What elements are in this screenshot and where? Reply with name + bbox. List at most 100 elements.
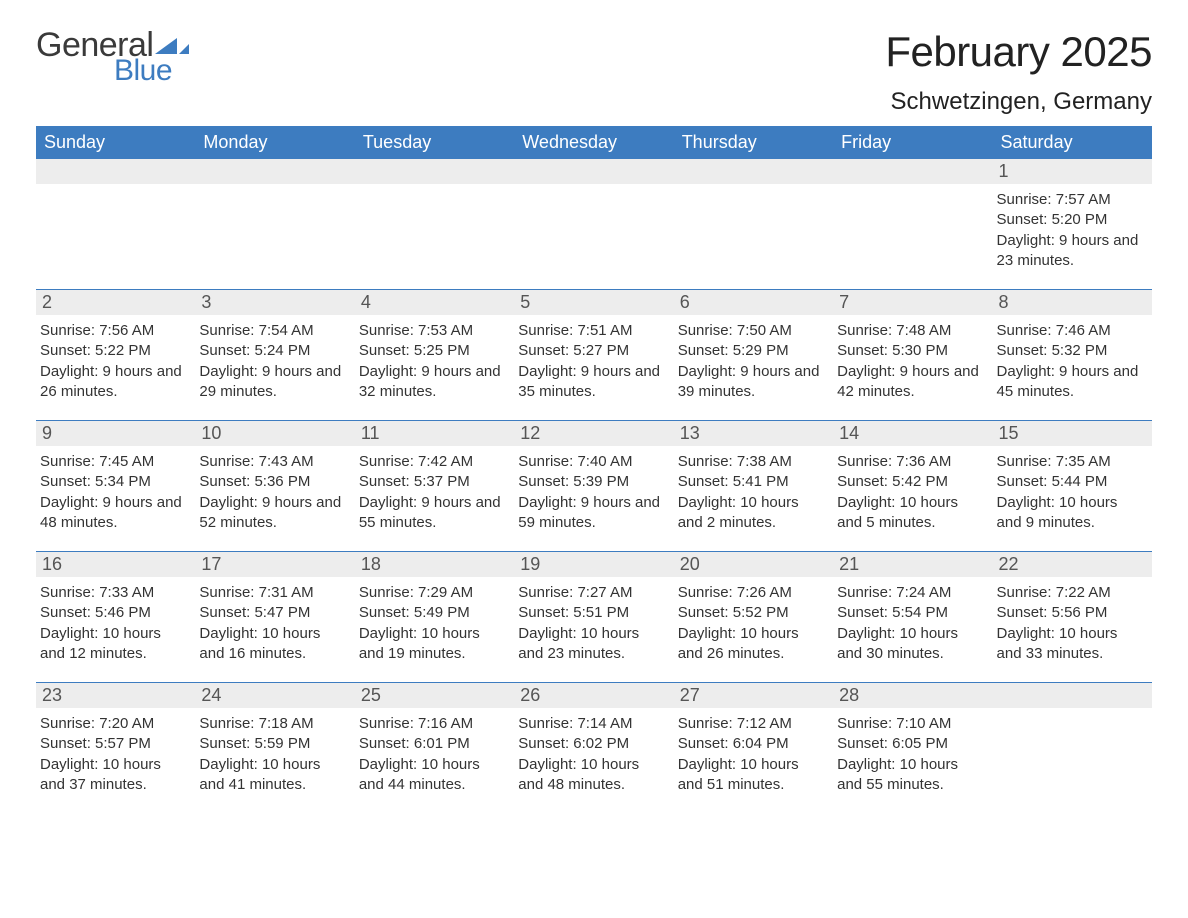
day-number: 19 — [514, 552, 673, 577]
calendar-cell: 28Sunrise: 7:10 AMSunset: 6:05 PMDayligh… — [833, 683, 992, 799]
day-number: 18 — [355, 552, 514, 577]
day-number: 13 — [674, 421, 833, 446]
week-row: 1Sunrise: 7:57 AMSunset: 5:20 PMDaylight… — [36, 159, 1152, 275]
sunset-text: Sunset: 5:51 PM — [518, 603, 667, 623]
day-number: 7 — [833, 290, 992, 315]
day-body: Sunrise: 7:27 AMSunset: 5:51 PMDaylight:… — [514, 577, 673, 668]
sunrise-text: Sunrise: 7:45 AM — [40, 452, 189, 472]
sunrise-text: Sunrise: 7:56 AM — [40, 321, 189, 341]
sunset-text: Sunset: 5:47 PM — [199, 603, 348, 623]
day-body: Sunrise: 7:20 AMSunset: 5:57 PMDaylight:… — [36, 708, 195, 799]
day-body — [355, 184, 514, 194]
sunrise-text: Sunrise: 7:12 AM — [678, 714, 827, 734]
day-body: Sunrise: 7:46 AMSunset: 5:32 PMDaylight:… — [993, 315, 1152, 406]
sunset-text: Sunset: 6:05 PM — [837, 734, 986, 754]
day-number: 4 — [355, 290, 514, 315]
weeks-container: 1Sunrise: 7:57 AMSunset: 5:20 PMDaylight… — [36, 159, 1152, 799]
sunset-text: Sunset: 6:01 PM — [359, 734, 508, 754]
calendar-cell: 24Sunrise: 7:18 AMSunset: 5:59 PMDayligh… — [195, 683, 354, 799]
daylight-text: Daylight: 10 hours and 9 minutes. — [997, 493, 1146, 534]
sunrise-text: Sunrise: 7:26 AM — [678, 583, 827, 603]
day-body: Sunrise: 7:42 AMSunset: 5:37 PMDaylight:… — [355, 446, 514, 537]
day-body: Sunrise: 7:14 AMSunset: 6:02 PMDaylight:… — [514, 708, 673, 799]
sunrise-text: Sunrise: 7:20 AM — [40, 714, 189, 734]
day-body: Sunrise: 7:45 AMSunset: 5:34 PMDaylight:… — [36, 446, 195, 537]
sunrise-text: Sunrise: 7:48 AM — [837, 321, 986, 341]
day-body: Sunrise: 7:31 AMSunset: 5:47 PMDaylight:… — [195, 577, 354, 668]
day-number: 27 — [674, 683, 833, 708]
calendar-cell: 26Sunrise: 7:14 AMSunset: 6:02 PMDayligh… — [514, 683, 673, 799]
week-row: 23Sunrise: 7:20 AMSunset: 5:57 PMDayligh… — [36, 682, 1152, 799]
weekday-header: Wednesday — [514, 126, 673, 159]
day-body: Sunrise: 7:33 AMSunset: 5:46 PMDaylight:… — [36, 577, 195, 668]
sunset-text: Sunset: 5:57 PM — [40, 734, 189, 754]
sunrise-text: Sunrise: 7:53 AM — [359, 321, 508, 341]
day-body: Sunrise: 7:22 AMSunset: 5:56 PMDaylight:… — [993, 577, 1152, 668]
sunset-text: Sunset: 5:20 PM — [997, 210, 1146, 230]
sunrise-text: Sunrise: 7:38 AM — [678, 452, 827, 472]
day-body: Sunrise: 7:43 AMSunset: 5:36 PMDaylight:… — [195, 446, 354, 537]
day-number: 22 — [993, 552, 1152, 577]
sunset-text: Sunset: 5:44 PM — [997, 472, 1146, 492]
daylight-text: Daylight: 9 hours and 23 minutes. — [997, 231, 1146, 272]
calendar-cell — [514, 159, 673, 275]
day-number: 25 — [355, 683, 514, 708]
day-number: 8 — [993, 290, 1152, 315]
day-body: Sunrise: 7:36 AMSunset: 5:42 PMDaylight:… — [833, 446, 992, 537]
daylight-text: Daylight: 10 hours and 30 minutes. — [837, 624, 986, 665]
calendar-cell: 3Sunrise: 7:54 AMSunset: 5:24 PMDaylight… — [195, 290, 354, 406]
sunrise-text: Sunrise: 7:40 AM — [518, 452, 667, 472]
sunrise-text: Sunrise: 7:43 AM — [199, 452, 348, 472]
day-number: 6 — [674, 290, 833, 315]
daylight-text: Daylight: 9 hours and 52 minutes. — [199, 493, 348, 534]
day-number: 17 — [195, 552, 354, 577]
calendar-cell: 13 Sunrise: 7:38 AMSunset: 5:41 PMDayligh… — [674, 421, 833, 537]
calendar-cell: 17Sunrise: 7:31 AMSunset: 5:47 PMDayligh… — [195, 552, 354, 668]
daylight-text: Daylight: 10 hours and 44 minutes. — [359, 755, 508, 796]
day-number — [36, 159, 195, 184]
day-body: Sunrise: 7:40 AMSunset: 5:39 PMDaylight:… — [514, 446, 673, 537]
sunrise-text: Sunrise: 7:10 AM — [837, 714, 986, 734]
day-number: 28 — [833, 683, 992, 708]
daylight-text: Daylight: 10 hours and 12 minutes. — [40, 624, 189, 665]
day-number: 10 — [195, 421, 354, 446]
weekday-header: Monday — [195, 126, 354, 159]
sunrise-text: Sunrise: 7:16 AM — [359, 714, 508, 734]
calendar-cell: 18Sunrise: 7:29 AMSunset: 5:49 PMDayligh… — [355, 552, 514, 668]
sunset-text: Sunset: 5:34 PM — [40, 472, 189, 492]
brand-word2: Blue — [114, 56, 189, 86]
calendar-cell — [993, 683, 1152, 799]
calendar-cell: 1Sunrise: 7:57 AMSunset: 5:20 PMDaylight… — [993, 159, 1152, 275]
sunset-text: Sunset: 5:30 PM — [837, 341, 986, 361]
day-number: 5 — [514, 290, 673, 315]
day-number: 26 — [514, 683, 673, 708]
day-body — [833, 184, 992, 194]
calendar-cell: 25Sunrise: 7:16 AMSunset: 6:01 PMDayligh… — [355, 683, 514, 799]
day-body: Sunrise: 7:53 AMSunset: 5:25 PMDaylight:… — [355, 315, 514, 406]
daylight-text: Daylight: 9 hours and 29 minutes. — [199, 362, 348, 403]
sunset-text: Sunset: 5:25 PM — [359, 341, 508, 361]
day-number — [674, 159, 833, 184]
calendar-cell: 15Sunrise: 7:35 AMSunset: 5:44 PMDayligh… — [993, 421, 1152, 537]
day-number — [355, 159, 514, 184]
weekday-header-row: Sunday Monday Tuesday Wednesday Thursday… — [36, 126, 1152, 159]
day-body: Sunrise: 7:16 AMSunset: 6:01 PMDaylight:… — [355, 708, 514, 799]
day-number: 2 — [36, 290, 195, 315]
calendar-cell: 19Sunrise: 7:27 AMSunset: 5:51 PMDayligh… — [514, 552, 673, 668]
sunset-text: Sunset: 5:24 PM — [199, 341, 348, 361]
day-body: Sunrise: 7:35 AMSunset: 5:44 PMDaylight:… — [993, 446, 1152, 537]
sunset-text: Sunset: 5:41 PM — [678, 472, 827, 492]
title-block: February 2025 Schwetzingen, Germany — [885, 28, 1152, 116]
day-body: Sunrise: 7:26 AMSunset: 5:52 PMDaylight:… — [674, 577, 833, 668]
calendar-cell — [833, 159, 992, 275]
calendar-cell: 9Sunrise: 7:45 AMSunset: 5:34 PMDaylight… — [36, 421, 195, 537]
sunset-text: Sunset: 5:29 PM — [678, 341, 827, 361]
sunrise-text: Sunrise: 7:31 AM — [199, 583, 348, 603]
calendar-cell: 11Sunrise: 7:42 AMSunset: 5:37 PMDayligh… — [355, 421, 514, 537]
day-body: Sunrise: 7:51 AMSunset: 5:27 PMDaylight:… — [514, 315, 673, 406]
daylight-text: Daylight: 9 hours and 45 minutes. — [997, 362, 1146, 403]
calendar-cell: 5Sunrise: 7:51 AMSunset: 5:27 PMDaylight… — [514, 290, 673, 406]
day-body: Sunrise: 7:57 AMSunset: 5:20 PMDaylight:… — [993, 184, 1152, 275]
daylight-text: Daylight: 9 hours and 48 minutes. — [40, 493, 189, 534]
daylight-text: Daylight: 10 hours and 2 minutes. — [678, 493, 827, 534]
